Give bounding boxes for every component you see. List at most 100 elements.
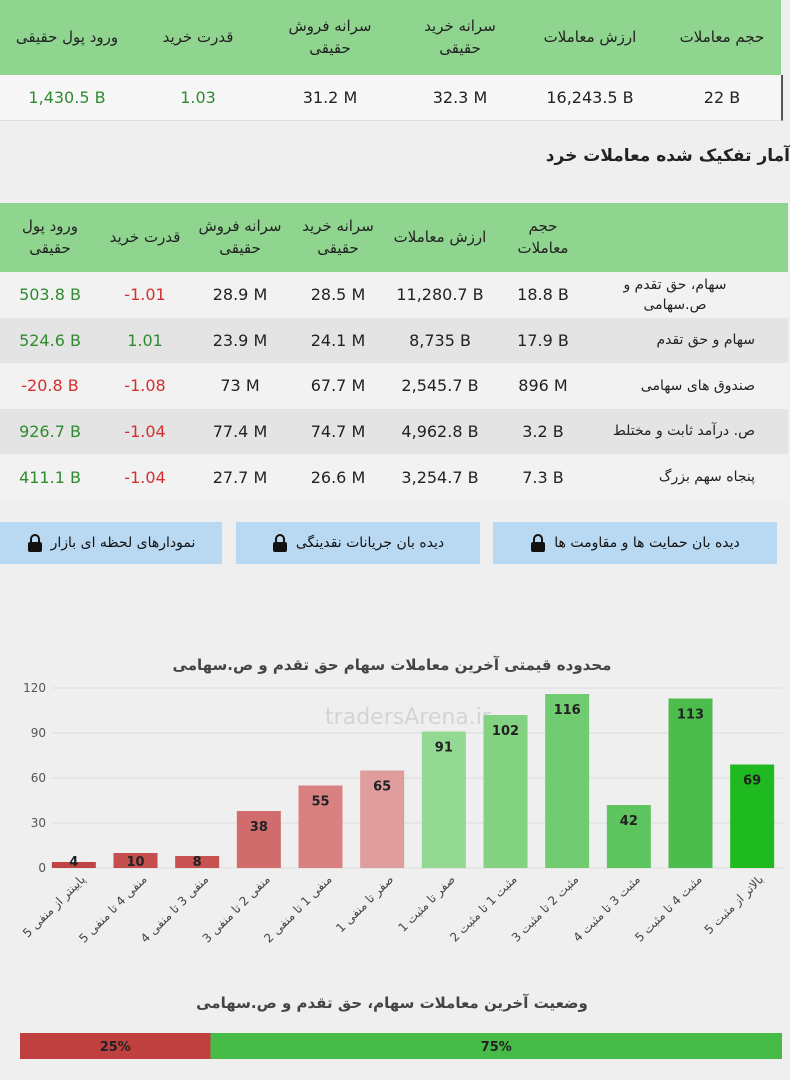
bar (668, 698, 713, 868)
summary-header: ورود پول حقیقی (15, 27, 119, 46)
bar (730, 764, 775, 868)
row-label: سهام، حق تقدم و ص.سهامی (623, 276, 727, 313)
breakdown-value: 896 M (518, 376, 568, 396)
data-label: 102 (492, 724, 519, 739)
summary-header: ارزش معاملات (543, 27, 637, 46)
breakdown-row (0, 408, 788, 455)
data-label: 10 (126, 855, 144, 870)
data-label: 38 (250, 820, 268, 835)
x-tick-label: مثبت 4 تا مثبت 5 (632, 872, 704, 944)
summary-value: 31.2 M (302, 87, 358, 107)
bar (545, 694, 590, 868)
bar (236, 811, 281, 868)
nav-button[interactable]: نمودارهای لحظه ای بازار (0, 522, 222, 564)
breakdown-row (0, 363, 788, 409)
y-tick-label: 60 (31, 771, 46, 785)
button-label[interactable]: نمودارهای لحظه ای بازار (50, 535, 196, 551)
summary-value: 16,243.5 B (546, 87, 634, 107)
data-label: 42 (620, 814, 638, 829)
summary-header: سرانه فروش حقیقی (288, 16, 372, 57)
chart-title: محدوده قیمتی آخرین معاملات سهام حق تقدم … (173, 656, 612, 674)
breakdown-value: -1.04 (124, 422, 166, 441)
breakdown-header: سرانه خرید حقیقی (302, 216, 374, 257)
breakdown-value: 73 M (220, 376, 260, 396)
segment (20, 1033, 211, 1059)
data-label: 113 (677, 708, 704, 723)
data-label: 65 (373, 780, 391, 795)
breakdown-value: 11,280.7 B (396, 285, 484, 305)
breakdown-row (0, 317, 788, 364)
breakdown-value: 28.9 M (212, 285, 268, 305)
data-label: 69 (743, 774, 761, 789)
breakdown-value: 27.7 M (212, 467, 268, 487)
data-label: 4 (69, 855, 78, 870)
breakdown-value: -1.01 (124, 285, 166, 305)
y-tick-label: 120 (23, 681, 46, 695)
x-tick-label: بالاتر از مثبت 5 (702, 872, 767, 937)
summary-value: 22 B (703, 87, 741, 107)
breakdown-header: قدرت خرید (109, 227, 181, 246)
bar (606, 805, 651, 868)
x-tick-label: صفر تا مثبت 1 (395, 872, 458, 935)
breakdown-value: 28.5 M (310, 285, 366, 305)
breakdown-value: -1.04 (124, 467, 166, 487)
breakdown-row (0, 454, 788, 500)
lock-icon (272, 534, 287, 552)
breakdown-value: 524.6 B (19, 330, 81, 350)
nav-button[interactable]: دیده بان حمایت ها و مقاومت ها (493, 522, 777, 564)
breakdown-value: 926.7 B (19, 422, 81, 441)
breakdown-value: 23.9 M (212, 330, 268, 350)
breakdown-value: 67.7 M (310, 376, 366, 396)
button-label[interactable]: دیده بان جریانات نقدینگی (295, 535, 445, 551)
data-label: 116 (554, 703, 581, 718)
summary-value: 1,430.5 B (28, 87, 106, 107)
bar (360, 770, 405, 868)
bar (298, 785, 343, 868)
breakdown-value: 2,545.7 B (401, 376, 479, 396)
summary-header: حجم معاملات (679, 27, 765, 46)
row-label: سهام و حق تقدم (656, 332, 755, 349)
breakdown-value: 3.2 B (522, 422, 564, 441)
y-tick-label: 0 (38, 861, 46, 875)
data-label: 55 (311, 795, 329, 810)
breakdown-value: 411.1 B (19, 467, 81, 487)
summary-header: سرانه خرید حقیقی (424, 16, 496, 57)
breakdown-header: حجم معاملات (517, 216, 569, 257)
segment-label: 75% (481, 1040, 512, 1055)
breakdown-value: 26.6 M (310, 467, 366, 487)
segment (210, 1033, 782, 1059)
bar (175, 856, 220, 868)
summary-value: 32.3 M (432, 87, 488, 107)
nav-button[interactable]: دیده بان جریانات نقدینگی (236, 522, 480, 564)
bar (483, 715, 528, 868)
breakdown-value: 77.4 M (212, 422, 268, 441)
data-label: 8 (193, 855, 202, 870)
button-label[interactable]: دیده بان حمایت ها و مقاومت ها (554, 535, 740, 551)
section-title: آمار تفکیک شده معاملات خرد (545, 146, 790, 166)
row-label: پنجاه سهم بزرگ (658, 469, 755, 486)
breakdown-value: -1.08 (124, 376, 166, 396)
breakdown-header: سرانه فروش حقیقی (198, 216, 282, 257)
breakdown-value: 1.01 (127, 330, 163, 350)
breakdown-value: 503.8 B (19, 285, 81, 305)
breakdown-value: 4,962.8 B (401, 422, 479, 441)
breakdown-value: 24.1 M (310, 330, 366, 350)
summary-value-band (0, 75, 783, 121)
breakdown-value: 17.9 B (517, 330, 569, 350)
chart-title: وضعیت آخرین معاملات سهام، حق تقدم و ص.سه… (196, 994, 588, 1012)
x-tick-label: منفی 1 تا منفی 2 (261, 872, 334, 945)
breakdown-header-band (0, 203, 788, 272)
segment-label: 25% (100, 1040, 131, 1055)
bar (421, 731, 466, 868)
bar (51, 862, 96, 868)
watermark: tradersArena.ir (325, 705, 492, 730)
breakdown-value: 74.7 M (310, 422, 366, 441)
chart: محدوده قیمتی آخرین معاملات سهام حق تقدم … (20, 656, 783, 1059)
summary-value: 1.03 (180, 87, 216, 107)
summary-header: قدرت خرید (162, 27, 234, 46)
summary-header-band (0, 0, 781, 75)
breakdown-value: 8,735 B (409, 330, 471, 350)
breakdown-value: 7.3 B (522, 467, 564, 487)
breakdown-header: ورود پول حقیقی (21, 216, 78, 257)
